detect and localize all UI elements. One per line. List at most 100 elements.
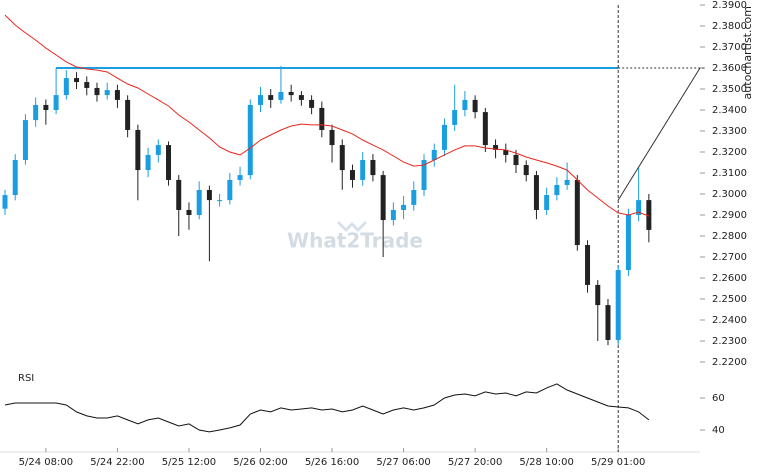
- candle-body: [411, 190, 417, 205]
- y-tick-label: 2.2600: [712, 273, 747, 284]
- candle-body: [605, 305, 611, 340]
- x-tick-label: 5/27 20:00: [448, 457, 502, 468]
- candle-body: [237, 175, 243, 180]
- candle-body: [309, 99, 315, 108]
- candle-body: [53, 95, 59, 110]
- candle-body: [258, 95, 263, 105]
- y-tick-label: 2.2300: [712, 336, 747, 347]
- candle-body: [595, 284, 601, 306]
- rsi-line: [4, 383, 650, 433]
- candle-body: [421, 159, 427, 191]
- candle-body: [554, 184, 560, 196]
- candle-body: [360, 159, 366, 180]
- y-tick-label: 40: [712, 425, 725, 436]
- candle-body: [482, 112, 488, 146]
- y-tick-label: 2.3200: [712, 147, 747, 158]
- panel-title: RSI: [18, 373, 34, 384]
- candle-body: [431, 149, 437, 160]
- y-tick-label: 2.3700: [712, 42, 747, 53]
- x-tick-label: 5/28 10:00: [519, 457, 573, 468]
- candle-body: [278, 91, 284, 100]
- candle-body: [268, 95, 274, 100]
- candle-body: [288, 91, 294, 96]
- candle-body: [585, 245, 591, 285]
- y-tick-label: 2.3100: [712, 168, 747, 179]
- candle-body: [329, 129, 335, 146]
- candle-body: [339, 145, 345, 171]
- candle-body: [615, 270, 621, 340]
- candle-body: [544, 195, 550, 210]
- y-tick-label: 2.2800: [712, 231, 747, 242]
- candle-body: [2, 195, 8, 209]
- candle-body: [472, 99, 478, 113]
- candle-body: [145, 154, 151, 171]
- y-tick-label: 2.3000: [712, 189, 747, 200]
- x-tick-label: 5/24 22:00: [90, 457, 144, 468]
- candle-body: [12, 159, 18, 196]
- y-tick-label: 2.2400: [712, 315, 747, 326]
- y-tick-label: 2.3600: [712, 63, 747, 74]
- candle-body: [196, 190, 202, 215]
- source: autochartist.com: [741, 6, 754, 99]
- candle-body: [43, 104, 49, 110]
- candle-body: [176, 179, 182, 210]
- x-tick-label: 5/25 12:00: [162, 457, 216, 468]
- y-tick-label: 2.2200: [712, 357, 747, 368]
- candle-body: [166, 145, 172, 180]
- candle-body: [636, 200, 642, 215]
- y-tick-label: 2.2700: [712, 252, 747, 263]
- x-tick-label: 5/27 06:00: [376, 457, 430, 468]
- x-tick-label: 5/24 08:00: [19, 457, 73, 468]
- candle-body: [227, 179, 233, 201]
- candle-body: [462, 99, 468, 110]
- candle-body: [564, 179, 570, 185]
- candle-body: [104, 90, 110, 96]
- y-tick-label: 2.3900: [712, 0, 747, 11]
- moving-average: [4, 14, 650, 217]
- candle-body: [452, 110, 458, 125]
- candle-body: [206, 190, 212, 201]
- watermark: What2Trade: [287, 229, 423, 253]
- projection-arrow: [617, 67, 701, 201]
- candle-body: [533, 175, 539, 210]
- y-tick-label: 2.3500: [712, 84, 747, 95]
- candle-body: [523, 165, 529, 176]
- candle-body: [370, 159, 376, 176]
- candle-body: [186, 209, 192, 215]
- candle-body: [390, 209, 396, 221]
- candle-body: [22, 120, 28, 160]
- candle-body: [114, 90, 120, 100]
- candle-body: [349, 170, 355, 180]
- candle-body: [298, 95, 304, 100]
- candle-body: [94, 87, 100, 96]
- candle-body: [646, 200, 652, 230]
- candle-body: [319, 107, 325, 130]
- x-tick-label: 5/26 02:00: [233, 457, 287, 468]
- candle-body: [441, 124, 447, 150]
- candle-body: [74, 78, 80, 83]
- candle-body: [155, 145, 161, 155]
- y-tick-label: 2.2900: [712, 210, 747, 221]
- candle-body: [247, 104, 253, 176]
- y-tick-label: 2.3300: [712, 126, 747, 137]
- x-tick-label: 5/29 01:00: [591, 457, 645, 468]
- candle-body: [380, 175, 386, 221]
- watermark-logo: [336, 220, 368, 233]
- candle-body: [217, 200, 223, 202]
- candle-body: [135, 129, 141, 171]
- y-tick-label: 2.3400: [712, 105, 747, 116]
- candle-body: [625, 215, 631, 271]
- y-tick-label: 2.2500: [712, 294, 747, 305]
- candle-body: [493, 145, 499, 150]
- candle-body: [84, 82, 90, 88]
- y-tick-label: 60: [712, 393, 725, 404]
- candle-body: [503, 149, 509, 155]
- y-tick-label: 2.3800: [712, 21, 747, 32]
- candle-body: [63, 78, 69, 96]
- candle-body: [125, 99, 131, 130]
- candle-body: [33, 104, 39, 121]
- candle-body: [574, 179, 580, 246]
- candle-body: [513, 154, 519, 166]
